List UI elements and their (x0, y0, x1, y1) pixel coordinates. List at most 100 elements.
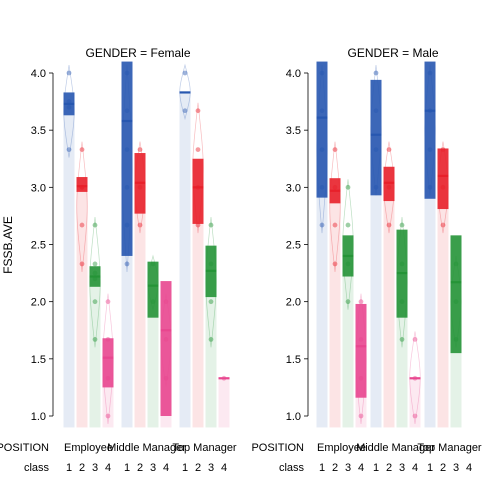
y-tick-label: 3.0 (31, 182, 46, 194)
class-label: 2 (137, 462, 143, 474)
data-point (92, 336, 98, 342)
data-point (66, 70, 72, 76)
class-label: 2 (440, 462, 446, 474)
mean-bar (342, 255, 354, 428)
y-tick-label: 1.0 (286, 411, 301, 423)
inference-band (370, 79, 382, 196)
position-label: Top Manager (172, 442, 237, 454)
y-tick-label: 3.0 (286, 182, 301, 194)
density-bean (89, 217, 101, 348)
class-label: 1 (66, 462, 72, 474)
class-label: 3 (208, 462, 214, 474)
data-point (332, 222, 338, 228)
y-tick-label: 2.0 (31, 297, 46, 309)
inference-band (383, 166, 395, 202)
density-bean (342, 179, 354, 310)
data-point (66, 147, 72, 153)
inference-band (437, 148, 449, 210)
inference-band (450, 235, 462, 354)
class-label: 2 (386, 462, 392, 474)
data-point (105, 299, 111, 305)
data-point (399, 336, 405, 342)
data-point (373, 70, 379, 76)
inference-band (121, 61, 133, 256)
mean-bar (409, 378, 421, 428)
class-label: 1 (427, 462, 433, 474)
y-tick-label: 1.0 (31, 411, 46, 423)
mean-bar (437, 175, 449, 428)
y-tick-label: 2.5 (31, 240, 46, 252)
mean-bar (192, 187, 204, 428)
y-tick-label: 3.5 (31, 125, 46, 137)
inference-band (102, 338, 114, 388)
data-point (79, 222, 85, 228)
row-label-class: class (24, 462, 50, 474)
y-tick-label: 4.0 (286, 68, 301, 80)
inference-band (424, 61, 436, 199)
position-label: Employee (64, 442, 113, 454)
data-point (79, 261, 85, 267)
y-tick-label: 1.5 (286, 354, 301, 366)
data-point (92, 261, 98, 267)
row-label-position: POSITION (0, 442, 49, 454)
data-point (208, 336, 214, 342)
class-label: 4 (358, 462, 364, 474)
data-point (332, 147, 338, 153)
data-point (386, 222, 392, 228)
class-label: 4 (163, 462, 169, 474)
data-point (182, 108, 188, 114)
data-point (105, 413, 111, 419)
data-point (92, 299, 98, 305)
data-point (208, 222, 214, 228)
inference-band (76, 177, 88, 192)
inference-band (316, 61, 328, 198)
panel-title: GENDER = Male (347, 46, 438, 60)
data-point (79, 147, 85, 153)
data-point (208, 299, 214, 305)
class-label: 1 (373, 462, 379, 474)
mean-bar (450, 282, 462, 428)
class-label: 4 (412, 462, 418, 474)
class-label: 2 (332, 462, 338, 474)
data-point (386, 147, 392, 153)
class-label: 2 (195, 462, 201, 474)
y-tick-label: 2.5 (286, 240, 301, 252)
class-label: 4 (221, 462, 227, 474)
data-point (92, 222, 98, 228)
mean-bar (89, 276, 101, 428)
row-label-class: class (279, 462, 305, 474)
class-label: 2 (79, 462, 85, 474)
data-point (440, 222, 446, 228)
mean-bar (370, 134, 382, 428)
data-point (195, 147, 201, 153)
class-label: 1 (319, 462, 325, 474)
data-point (412, 413, 418, 419)
class-label: 1 (124, 462, 130, 474)
class-label: 4 (105, 462, 111, 474)
panel-male: GENDER = Male 1.0 1.5 2.0 2.5 3.0 3.5 4.0 POSIT… (251, 46, 481, 474)
mean-bar (63, 103, 75, 428)
data-point (195, 108, 201, 114)
data-point (345, 184, 351, 190)
mean-bar (218, 378, 230, 428)
data-point (137, 222, 143, 228)
mean-bar (102, 357, 114, 428)
mean-bar (383, 182, 395, 428)
data-point (137, 147, 143, 153)
mean-bar (179, 92, 191, 428)
class-label: 3 (345, 462, 351, 474)
mean-bar (205, 270, 217, 428)
class-label: 3 (399, 462, 405, 474)
inference-band (192, 158, 204, 224)
mean-bar (424, 110, 436, 428)
data-point (412, 336, 418, 342)
position-label: Employee (317, 442, 366, 454)
data-point (332, 261, 338, 267)
y-tick-label: 2.0 (286, 297, 301, 309)
position-label: Middle Manager (356, 442, 435, 454)
row-label-position: POSITION (251, 442, 304, 454)
data-point (358, 299, 364, 305)
mean-bar (316, 117, 328, 428)
class-label: 3 (453, 462, 459, 474)
